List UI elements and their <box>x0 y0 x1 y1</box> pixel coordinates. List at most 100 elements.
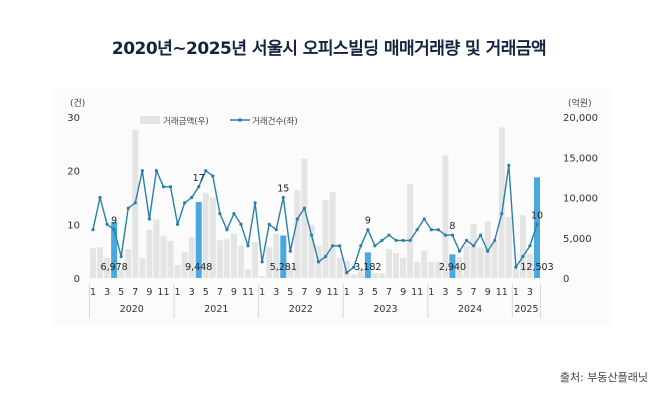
bar <box>393 253 400 278</box>
line-point <box>380 238 384 243</box>
bar-data-label: 9,448 <box>185 262 212 273</box>
line-point <box>479 233 483 237</box>
bar <box>505 216 512 278</box>
bar <box>188 236 195 278</box>
bar <box>202 192 209 278</box>
bar <box>470 224 477 278</box>
right-axis-tick: 15,000 <box>563 153 598 164</box>
bar <box>97 247 104 278</box>
line-point <box>366 228 370 232</box>
line-point <box>464 238 469 243</box>
bar <box>146 229 153 278</box>
bar-highlight <box>111 221 118 278</box>
x-year-label: 2020 <box>120 304 144 315</box>
bar <box>329 191 336 278</box>
bar-highlight <box>364 252 371 278</box>
bar <box>357 268 364 278</box>
bar <box>273 233 280 278</box>
bar <box>238 245 244 278</box>
right-axis-tick: 10,000 <box>563 194 598 205</box>
x-month-label: 11 <box>496 287 508 298</box>
line-point <box>225 228 229 232</box>
line-point <box>507 163 511 167</box>
x-month-label: 3 <box>442 287 448 298</box>
source-note: 출처: 부동산플래닛 <box>559 371 648 384</box>
x-month-label: 1 <box>90 287 96 298</box>
bar <box>104 257 111 278</box>
line-point <box>267 222 271 226</box>
bar <box>181 252 188 278</box>
line-series <box>92 165 538 274</box>
line-point <box>218 212 222 216</box>
bar <box>301 158 308 278</box>
legend-line-marker <box>238 118 242 122</box>
x-month-label: 1 <box>513 287 519 298</box>
bar <box>477 247 484 278</box>
bar <box>414 261 421 278</box>
line-point <box>197 185 201 189</box>
line-point <box>309 233 314 237</box>
line-point <box>288 249 292 253</box>
bar <box>386 249 392 278</box>
x-month-label: 5 <box>372 287 378 298</box>
x-month-label: 5 <box>203 287 209 298</box>
bar <box>519 215 526 278</box>
line-point <box>147 217 151 221</box>
x-month-label: 9 <box>400 287 406 298</box>
x-month-label: 5 <box>118 287 124 298</box>
bar <box>287 265 294 278</box>
line-point <box>175 222 180 226</box>
bar <box>371 272 378 278</box>
bar-highlight <box>534 177 540 278</box>
bar <box>308 224 315 278</box>
line-point <box>161 185 166 189</box>
line-point <box>486 249 490 253</box>
bar <box>209 197 216 278</box>
line-point <box>471 244 476 248</box>
line-point <box>535 222 539 226</box>
right-axis-tick: 20,000 <box>563 113 598 124</box>
x-year-label: 2022 <box>289 304 313 315</box>
line-point <box>168 185 173 189</box>
x-month-label: 7 <box>132 287 138 298</box>
x-month-label: 3 <box>527 287 533 298</box>
line-point <box>91 228 95 232</box>
bar <box>90 248 96 278</box>
line-point <box>119 254 123 259</box>
x-month-label: 3 <box>104 287 110 298</box>
line-point <box>133 201 137 205</box>
line-point <box>331 244 335 248</box>
x-month-label: 11 <box>157 287 169 298</box>
line-point <box>521 254 525 259</box>
line-point <box>190 195 194 200</box>
bar <box>322 199 329 278</box>
x-year-label: 2023 <box>373 304 397 315</box>
line-point <box>154 169 159 173</box>
left-axis-tick: 0 <box>74 274 80 285</box>
bar-data-label: 5,281 <box>270 262 297 273</box>
line-point <box>204 169 208 173</box>
x-year-label: 2021 <box>204 304 228 315</box>
bar <box>400 257 407 278</box>
line-point <box>436 228 440 232</box>
bar <box>259 276 266 278</box>
bar <box>174 265 181 278</box>
line-point <box>316 260 321 264</box>
line-point <box>387 233 391 237</box>
x-month-label: 11 <box>327 287 339 298</box>
line-data-label: 17 <box>193 173 205 184</box>
bar <box>230 233 237 278</box>
bar <box>512 269 519 278</box>
x-month-label: 7 <box>301 287 307 298</box>
left-axis-tick: 30 <box>67 113 80 124</box>
bar <box>407 183 414 278</box>
bar <box>266 247 273 278</box>
bar <box>125 249 132 278</box>
bar <box>378 273 385 278</box>
line-point <box>359 244 363 248</box>
line-point <box>450 233 455 237</box>
line-point <box>422 217 426 221</box>
line-point <box>394 238 398 243</box>
bar <box>153 219 160 278</box>
